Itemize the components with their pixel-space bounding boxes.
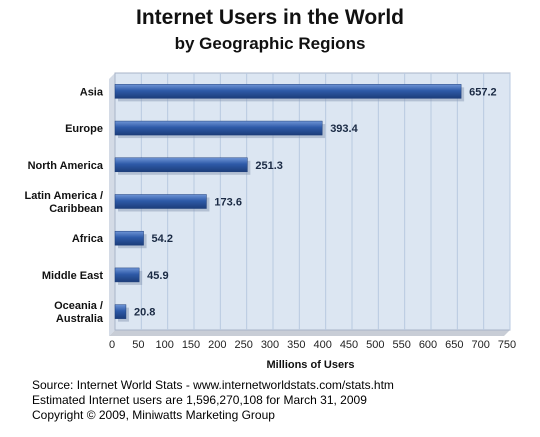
x-tick-label: 300 [261, 339, 279, 351]
category-label: Middle East [42, 270, 103, 282]
bar-chart: 0 50 100 150 200 250 300 350 400 450 500 550 600 650 7… [25, 72, 516, 371]
footer-source: Source: Internet World Stats - www.inter… [32, 378, 394, 392]
x-tick-label: 200 [208, 339, 226, 351]
footer-estimate: Estimated Internet users are 1,596,270,1… [32, 393, 367, 407]
x-axis-label: Millions of Users [266, 359, 354, 371]
bar [114, 84, 462, 99]
x-tick-label: 100 [155, 339, 173, 351]
x-tick-label: 50 [132, 339, 144, 351]
bar [114, 194, 207, 209]
category-label: Asia [80, 86, 104, 98]
bar [114, 304, 127, 319]
category-label: North America [28, 160, 104, 172]
category-label: Africa [72, 233, 104, 245]
bar [114, 267, 140, 283]
bar [114, 230, 144, 246]
chart-title: Internet Users in the World [136, 6, 404, 29]
bar-value-label: 20.8 [134, 307, 155, 319]
x-tick-label: 450 [340, 339, 358, 351]
x-tick-label: 700 [471, 339, 489, 351]
bar-value-label: 173.6 [214, 197, 242, 209]
footer-copyright: Copyright © 2009, Miniwatts Marketing Gr… [32, 408, 275, 422]
x-tick-label: 750 [498, 339, 516, 351]
x-tick-label: 0 [109, 339, 115, 351]
category-label: Oceania / Australia [54, 300, 104, 325]
plot-side-wall [109, 73, 115, 336]
category-label: Europe [65, 123, 103, 135]
bar-value-label: 393.4 [330, 123, 358, 135]
x-tick-label: 400 [313, 339, 331, 351]
x-tick-label: 550 [392, 339, 410, 351]
bar-value-label: 54.2 [152, 233, 173, 245]
bar-value-label: 657.2 [469, 86, 497, 98]
x-tick-label: 500 [366, 339, 384, 351]
plot-floor [109, 330, 510, 336]
bar-value-label: 251.3 [255, 160, 283, 172]
chart-subtitle: by Geographic Regions [174, 34, 366, 53]
x-tick-label: 350 [287, 339, 305, 351]
x-tick-label: 600 [419, 339, 437, 351]
category-label: Latin America / Caribbean [25, 190, 104, 215]
bar [114, 157, 248, 173]
x-tick-label: 250 [234, 339, 252, 351]
bar-value-label: 45.9 [147, 270, 168, 282]
bar [114, 120, 323, 136]
x-tick-label: 150 [182, 339, 200, 351]
x-tick-label: 650 [445, 339, 463, 351]
